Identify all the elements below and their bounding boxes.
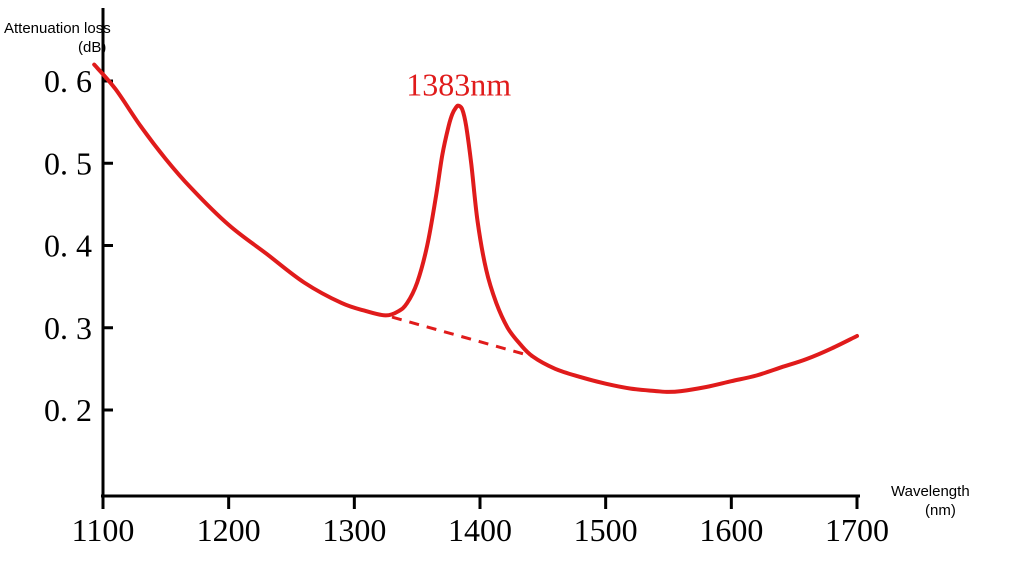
attenuation-curve xyxy=(92,62,859,394)
series-group xyxy=(92,62,859,394)
x-tick-label-1200: 1200 xyxy=(197,512,261,548)
baseline-dashed-line xyxy=(391,315,534,358)
x-tick-label-1400: 1400 xyxy=(448,512,512,548)
y-axis-title-line2: (dB) xyxy=(78,39,106,56)
x-axis-title-line1: Wavelength xyxy=(891,483,970,500)
x-ticks: 1100 1200 1300 1400 1500 1600 1700 xyxy=(72,496,889,548)
y-tick-label-3: 0. 5 xyxy=(44,145,92,181)
x-tick-label-1600: 1600 xyxy=(699,512,763,548)
x-tick-label-1100: 1100 xyxy=(72,512,135,548)
y-axis-title-line1: Attenuation loss xyxy=(4,20,111,37)
y-tick-label-4: 0. 6 xyxy=(44,63,92,99)
x-tick-label-1500: 1500 xyxy=(574,512,638,548)
x-axis-title-line2: (nm) xyxy=(925,502,956,519)
y-tick-label-2: 0. 4 xyxy=(44,228,92,264)
y-tick-label-1: 0. 3 xyxy=(44,310,92,346)
x-tick-label-1700: 1700 xyxy=(825,512,889,548)
x-tick-label-1300: 1300 xyxy=(322,512,386,548)
y-tick-label-0: 0. 2 xyxy=(44,392,92,428)
y-ticks: 0. 2 0. 3 0. 4 0. 5 0. 6 xyxy=(44,63,113,428)
peak-annotation: 1383nm xyxy=(406,67,511,103)
